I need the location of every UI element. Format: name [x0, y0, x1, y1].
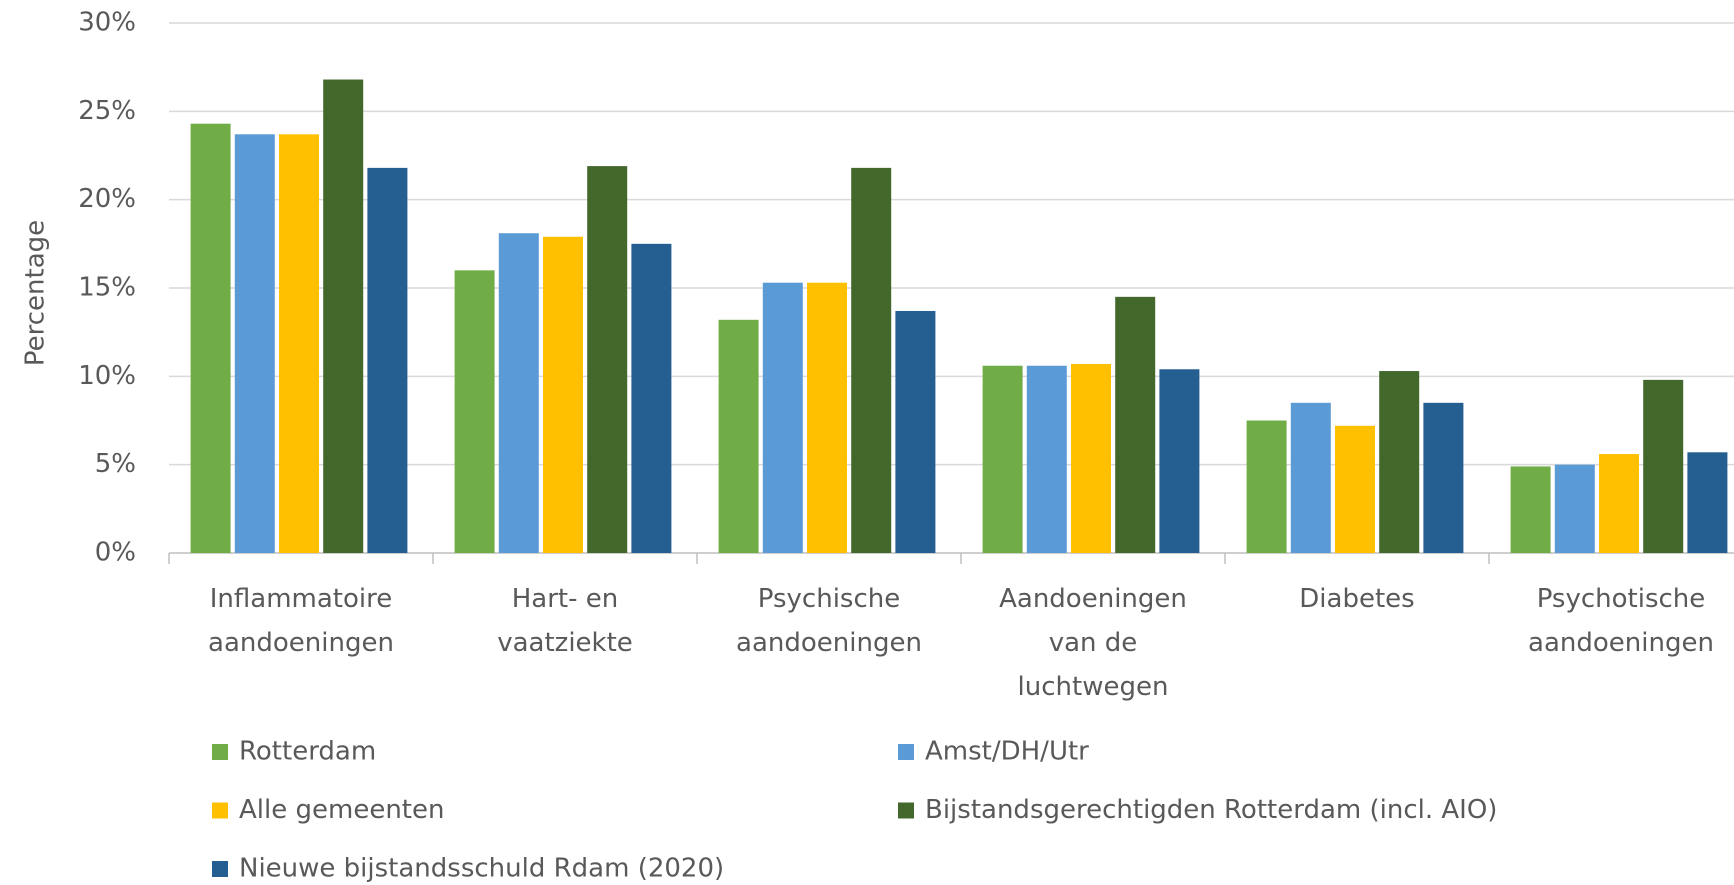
bar: [718, 319, 759, 553]
bar: [631, 243, 672, 554]
bar: [279, 134, 319, 554]
y-tick-label: 30%: [78, 8, 136, 38]
bar: [1159, 369, 1200, 553]
bar: [1290, 402, 1331, 553]
x-tick-label: Psychische aandoeningen: [736, 584, 922, 658]
bar: [895, 310, 936, 553]
bar: [1423, 402, 1464, 553]
y-tick-label: 10%: [78, 361, 136, 391]
bar: [234, 134, 275, 554]
legend-label: Alle gemeenten: [239, 795, 444, 825]
legend-label: Nieuwe bijstandsschuld Rdam (2020): [239, 854, 724, 884]
y-tick-label: 15%: [78, 273, 136, 303]
bar: [323, 79, 364, 554]
bar: [1335, 425, 1375, 553]
x-tick-label: Psychotische aandoeningen: [1528, 584, 1714, 658]
y-tick-label: 25%: [78, 96, 136, 126]
bar: [1026, 365, 1067, 553]
legend-label: Amst/DH/Utr: [925, 737, 1089, 767]
bar: [367, 167, 408, 553]
bar: [498, 233, 539, 553]
bar: [1554, 464, 1595, 553]
legend-swatch: [212, 744, 228, 760]
y-tick-label: 0%: [95, 538, 136, 568]
bar: [1071, 363, 1111, 553]
y-tick-label: 5%: [95, 449, 136, 479]
legend-label: Rotterdam: [239, 737, 376, 767]
legend-swatch: [212, 802, 228, 819]
bar: [762, 282, 803, 553]
x-tick-label: Aandoeningen van de luchtwegen: [999, 584, 1187, 702]
bar: [1379, 371, 1420, 553]
bar: [1115, 296, 1156, 553]
bar: [982, 365, 1023, 553]
x-tick-label: Hart- en vaatziekte: [497, 584, 633, 658]
bar: [851, 167, 892, 553]
bar: [190, 123, 231, 553]
x-tick-label: Inflammatoire aandoeningen: [208, 584, 394, 658]
bar: [454, 270, 495, 553]
legend-swatch: [898, 802, 914, 819]
bar: [1687, 452, 1728, 553]
bar: [587, 166, 628, 553]
bar: [1643, 379, 1684, 553]
y-tick-label: 20%: [78, 184, 136, 214]
x-tick-label: Diabetes: [1299, 584, 1415, 614]
legend-swatch: [898, 744, 914, 760]
y-axis-label: Percentage: [21, 220, 51, 366]
bar: [1510, 466, 1551, 553]
bar: [543, 236, 583, 553]
legend-swatch: [212, 861, 228, 877]
bar: [1246, 420, 1287, 553]
bar: [1599, 454, 1639, 553]
bar: [807, 282, 847, 553]
legend-label: Bijstandsgerechtigden Rotterdam (incl. A…: [925, 795, 1497, 825]
